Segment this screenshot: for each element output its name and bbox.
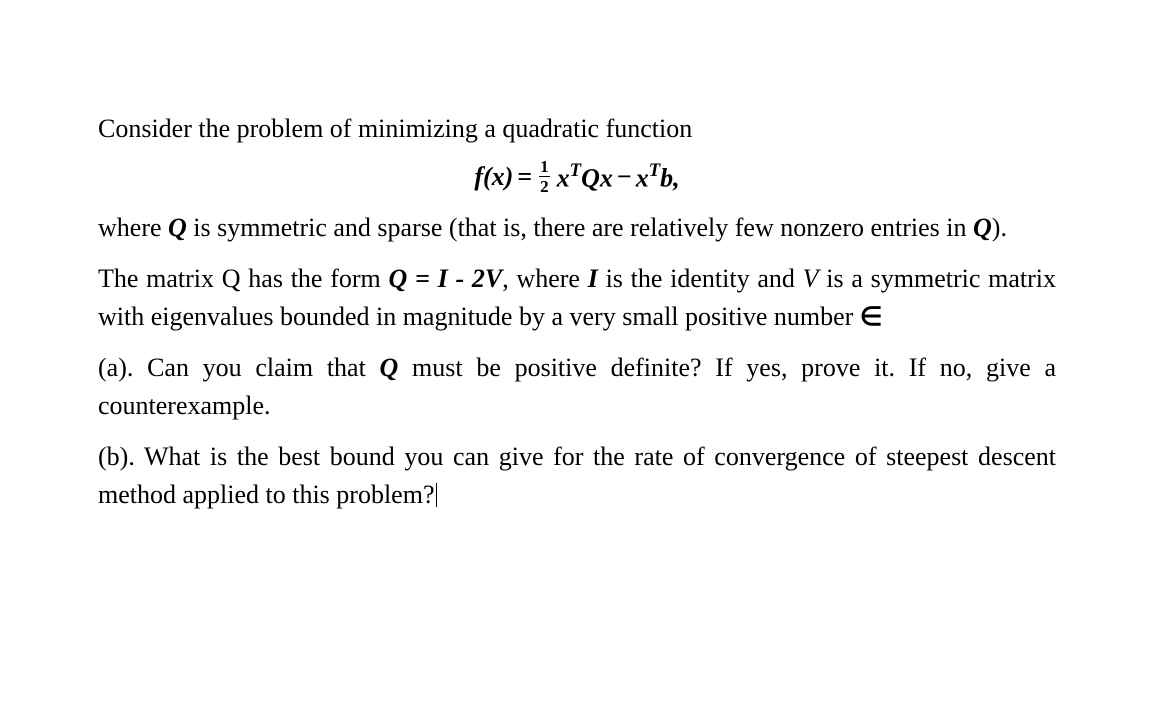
equation: f(x) = 1 2 xTQx − xTb, [474,158,679,195]
symbol-I: I [588,264,598,293]
fraction-numerator: 1 [539,158,550,176]
eq-lhs: f(x) [474,162,513,192]
text: The matrix Q has the form [98,264,389,293]
paragraph-question-a: (a). Can you claim that Q must be positi… [98,349,1056,426]
text: Consider the problem of minimizing a qua… [98,114,692,143]
fraction-denominator: 2 [539,176,550,195]
eq-superscript-T: T [570,160,581,181]
eq-term1: xTQx [557,161,613,194]
eq-term2: xTb, [636,161,680,194]
paragraph-matrix-form: The matrix Q has the form Q = I - 2V, wh… [98,260,1056,337]
eq-minus: − [617,162,632,192]
paragraph-intro: Consider the problem of minimizing a qua… [98,110,1056,148]
text: , where [502,264,588,293]
text: where [98,213,168,242]
eq-x: x [557,163,570,192]
text: is the identity and [598,264,803,293]
text-cursor [436,483,437,507]
symbol-Q: Q [973,213,992,242]
eq-Qx: Qx [581,163,613,192]
symbol-epsilon: ∈ [860,302,883,331]
equation-block: f(x) = 1 2 xTQx − xTb, [98,158,1056,195]
eq-superscript-T2: T [649,160,660,181]
eq-b: b, [660,163,680,192]
text: (b). What is the best bound you can give… [98,442,1056,509]
fraction-half: 1 2 [539,158,550,195]
text: (a). Can you claim that [98,353,380,382]
symbol-Q: Q [380,353,399,382]
text: ). [992,213,1007,242]
paragraph-question-b: (b). What is the best bound you can give… [98,438,1056,515]
symbol-V: V [803,264,819,293]
eq-x2: x [636,163,649,192]
text: is symmetric and sparse (that is, there … [187,213,973,242]
paragraph-where: where Q is symmetric and sparse (that is… [98,209,1056,247]
symbol-Q: Q [168,213,187,242]
equation-inline: Q = I - 2V [389,264,503,293]
document-page: Consider the problem of minimizing a qua… [0,0,1152,706]
eq-equals: = [517,162,532,192]
